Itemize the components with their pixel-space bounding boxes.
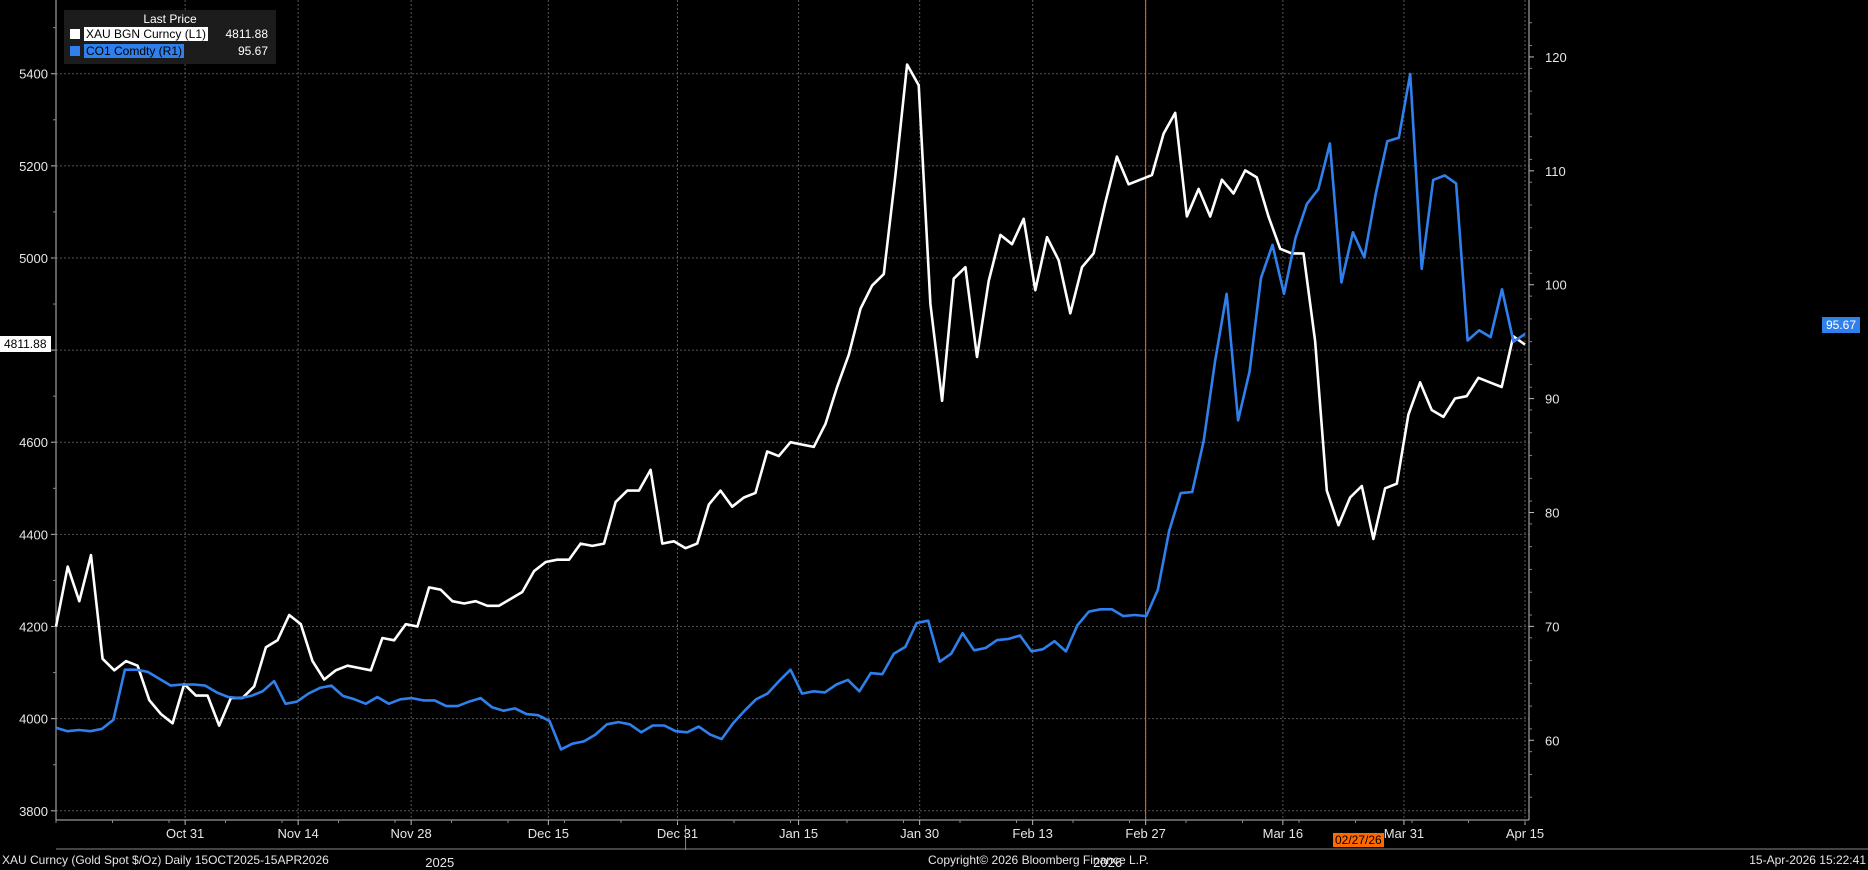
- legend-label: CO1 Comdty (R1): [84, 44, 185, 58]
- x-tick-label: Dec 15: [528, 826, 569, 841]
- right-tick-label: 70: [1545, 619, 1559, 634]
- legend: Last Price XAU BGN Curncy (L1) 4811.88 C…: [64, 10, 276, 64]
- legend-value: 4811.88: [225, 27, 269, 41]
- footer-timestamp: 15-Apr-2026 15:22:41: [1749, 853, 1866, 867]
- series-lines: [54, 0, 1526, 820]
- year-label: 2026: [1093, 855, 1122, 870]
- x-tick-label: Mar 31: [1384, 826, 1424, 841]
- right-tick-label: 120: [1545, 50, 1567, 65]
- brent-price-line: [55, 72, 1526, 751]
- chart-grid: [56, 0, 1529, 820]
- right-tick-label: 100: [1545, 278, 1567, 293]
- left-tick-label: 4200: [19, 620, 48, 635]
- x-tick-label: Nov 28: [391, 826, 432, 841]
- right-tick-label: 90: [1545, 392, 1559, 407]
- x-tick-label: Dec 31: [657, 826, 698, 841]
- x-tick-label: Feb 13: [1012, 826, 1052, 841]
- legend-value: 95.67: [237, 44, 268, 58]
- chart-axes: [51, 0, 1868, 850]
- left-tick-label: 5200: [19, 159, 48, 174]
- left-tick-label: 4400: [19, 527, 48, 542]
- legend-header: Last Price: [143, 12, 197, 26]
- x-tick-label: Feb 27: [1125, 826, 1165, 841]
- year-label: 2025: [425, 855, 454, 870]
- right-last-price-flag: 95.67: [1822, 317, 1861, 333]
- gold-swatch: [70, 29, 80, 39]
- left-tick-label: 5000: [19, 251, 48, 266]
- left-tick-label: 5400: [19, 67, 48, 82]
- gold-price-line: [54, 63, 1526, 727]
- legend-label: XAU BGN Curncy (L1): [84, 27, 209, 41]
- left-tick-label: 3800: [19, 804, 48, 819]
- x-tick-label: Nov 14: [278, 826, 319, 841]
- brent-swatch: [70, 46, 80, 56]
- left-tick-label: 4600: [19, 435, 48, 450]
- legend-item-brent: CO1 Comdty (R1) 95.67: [68, 44, 272, 59]
- right-tick-label: 60: [1545, 733, 1559, 748]
- x-tick-label: Jan 15: [779, 826, 818, 841]
- left-last-price-flag: 4811.88: [0, 336, 51, 352]
- left-tick-label: 4000: [19, 712, 48, 727]
- legend-item-gold: XAU BGN Curncy (L1) 4811.88: [68, 27, 272, 42]
- x-tick-label: Apr 15: [1506, 826, 1544, 841]
- marker-date-flag: 02/27/26: [1333, 833, 1384, 847]
- right-tick-label: 110: [1545, 164, 1566, 179]
- right-tick-label: 80: [1545, 506, 1559, 521]
- footer: XAU Curncy (Gold Spot $/Oz) Daily 15OCT2…: [0, 850, 1868, 870]
- x-tick-label: Mar 16: [1263, 826, 1303, 841]
- tick-labels: Oct 31 Nov 14 Nov 28 Dec 15 Dec 31 Jan 15 Jan …: [19, 50, 1567, 870]
- x-tick-label: Oct 31: [166, 826, 204, 841]
- footer-security: XAU Curncy (Gold Spot $/Oz) Daily 15OCT2…: [2, 853, 329, 867]
- x-tick-label: Jan 30: [900, 826, 939, 841]
- footer-copyright: Copyright© 2026 Bloomberg Finance L.P.: [928, 853, 1149, 867]
